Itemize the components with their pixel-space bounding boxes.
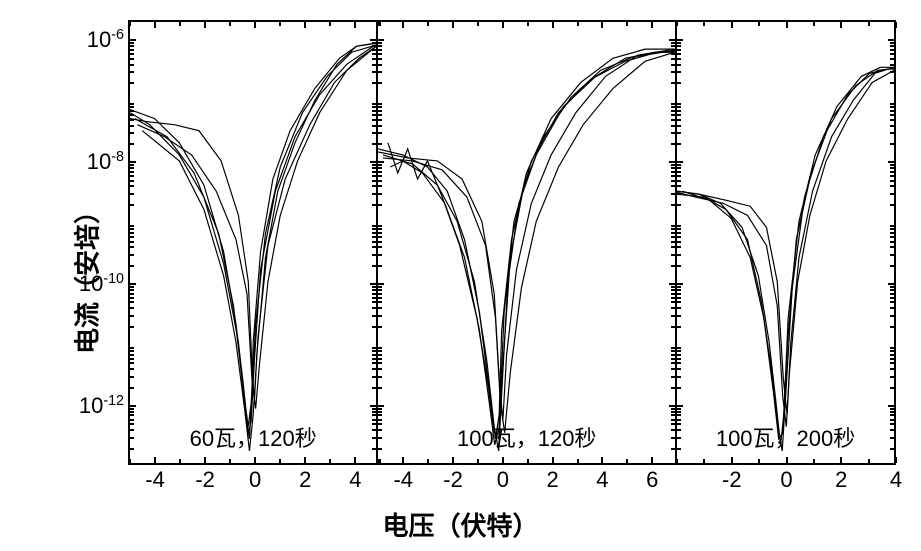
x-tick-label: 6 [646,463,658,493]
x-tick-label: -4 [393,463,413,493]
x-tick-label: 4 [349,463,361,493]
x-tick-label: -2 [722,463,742,493]
x-tick-label: 2 [299,463,311,493]
iv-curves [378,22,675,463]
chart-panel: -4-20246100瓦，120秒 [378,20,677,465]
x-tick-label: -2 [443,463,463,493]
x-tick-label: 4 [890,463,902,493]
figure-root: 电流（安培） 电压（伏特） 10-610-810-1010-12-4-20246… [0,0,921,551]
x-axis-label: 电压（伏特） [382,506,538,543]
x-tick-label: 0 [497,463,509,493]
iv-curves [677,22,894,463]
x-tick-label: -2 [195,463,215,493]
y-tick-label: 10-8 [87,149,130,175]
y-tick-label: 10-6 [87,27,130,53]
x-tick-label: 4 [596,463,608,493]
chart-panel: 10-610-810-1010-12-4-202460瓦，120秒 [128,20,378,465]
x-tick-label: 0 [249,463,261,493]
iv-curves [130,22,376,463]
x-tick-label: 2 [835,463,847,493]
x-tick-label: 0 [780,463,792,493]
x-tick-label: 2 [547,463,559,493]
panel-label: 60瓦，120秒 [190,421,317,453]
chart-panel: -2024100瓦，200秒 [677,20,896,465]
plot-area: 10-610-810-1010-12-4-202460瓦，120秒-4-2024… [128,20,896,465]
y-tick-label: 10-12 [79,393,130,419]
x-tick-label: -4 [145,463,165,493]
y-tick-label: 10-10 [79,271,130,297]
panel-label: 100瓦，200秒 [716,421,855,453]
panel-label: 100瓦，120秒 [457,421,596,453]
